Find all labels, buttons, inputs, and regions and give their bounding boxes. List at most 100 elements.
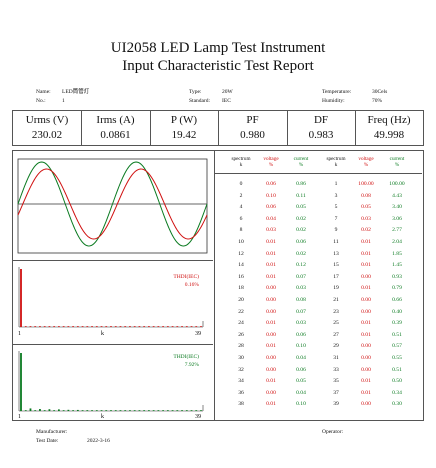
table-header-line-2: % — [298, 162, 304, 168]
table-cell: 0.00 — [361, 297, 371, 303]
table-cell: 17 — [333, 273, 339, 280]
harmonic-bar — [48, 409, 51, 411]
table-cell: 0.10 — [296, 401, 306, 408]
harmonic-bar — [100, 326, 103, 327]
table-cell: 0.01 — [266, 320, 276, 327]
harmonic-bar — [67, 326, 70, 327]
harmonic-bar — [181, 326, 183, 327]
harmonic-bar — [105, 410, 108, 411]
harmonic-bar — [20, 353, 22, 411]
table-cell: 0.01 — [361, 239, 371, 245]
harmonic-bar — [133, 410, 136, 411]
table-cell: 34 — [238, 378, 244, 385]
table-cell: 0.06 — [296, 366, 306, 373]
current-waveform — [17, 168, 208, 240]
measurement-value: 0.0861 — [100, 129, 131, 141]
table-cell: 0.00 — [266, 308, 276, 315]
harmonic-bar — [34, 326, 37, 327]
measurement-value: 19.42 — [171, 129, 197, 141]
harmonic-bar — [129, 410, 131, 411]
table-header: spectrum k — [322, 156, 350, 168]
table-cell: 0.57 — [392, 343, 402, 350]
report-title-line-1: UI2058 LED Lamp Test Instrument — [110, 40, 326, 56]
harmonic-bar — [110, 410, 112, 411]
table-cell: 30 — [238, 355, 244, 361]
table-cell: 13 — [333, 250, 339, 257]
harmonic-bar — [67, 409, 70, 411]
measurement-pf: PF 0.980 — [218, 111, 287, 145]
measurement-power: P (W) 19.42 — [150, 111, 218, 145]
harmonic-bar — [24, 326, 27, 327]
table-cell: 23 — [333, 308, 339, 315]
table-cell: 0.10 — [296, 343, 306, 350]
table-cell: 0.06 — [266, 181, 276, 187]
table-header-line-2: k — [334, 162, 338, 168]
test-date-value: 2022-3-16 — [87, 438, 110, 444]
table-cell: 0.03 — [361, 215, 371, 222]
table-cell: 37 — [333, 389, 339, 396]
table-header-line-1: voltage — [358, 156, 374, 162]
harmonic-bar — [190, 326, 193, 327]
table-cell: 14 — [238, 262, 244, 269]
name-label: Name: — [36, 89, 51, 95]
table-cell: 0.04 — [266, 215, 276, 222]
harmonic-bar — [162, 410, 165, 411]
harmonic-bar — [114, 410, 117, 411]
harmonic-bar — [138, 326, 141, 327]
table-header-line-1: spectrum — [231, 156, 251, 162]
harmonic-bar — [162, 326, 165, 327]
measurement-label: Urms (V) — [25, 114, 69, 126]
voltage-axis-mid: k — [101, 414, 104, 420]
harmonic-bar — [72, 410, 75, 411]
table-cell: 18 — [238, 285, 244, 292]
voltage-axis-start: 1 — [18, 414, 21, 420]
measurement-label: Irms (A) — [96, 114, 135, 126]
table-cell: 27 — [333, 331, 339, 338]
no-value: 1 — [62, 98, 65, 104]
table-cell: 100.00 — [358, 181, 374, 187]
harmonic-bar — [62, 410, 65, 411]
name-value: LED筒管灯 — [62, 89, 90, 95]
measurement-label: PF — [246, 114, 259, 126]
table-cell: 38 — [238, 401, 244, 408]
type-label: Type: — [189, 89, 202, 95]
harmonic-bar — [53, 410, 56, 411]
harmonic-bar — [81, 326, 84, 327]
table-cell: 0.12 — [296, 262, 306, 269]
table-header-line-1: current — [293, 156, 309, 162]
current-harmonics-chart: THDI(IEC) 0.16% 1 k 39 — [13, 267, 213, 345]
table-cell: 0.06 — [266, 204, 276, 211]
operator-label: Operator: — [322, 429, 344, 435]
table-cell: 2 — [239, 192, 243, 199]
table-cell: 0.03 — [266, 227, 276, 234]
harmonic-bar — [133, 326, 136, 327]
harmonic-bar — [29, 408, 32, 411]
table-cell: 0.02 — [296, 215, 306, 222]
table-header-line-2: % — [394, 162, 400, 168]
measurement-strip: Urms (V) 230.02 Irms (A) 0.0861 P (W) 19.42… — [12, 110, 424, 146]
table-cell: 0.02 — [296, 227, 306, 234]
table-cell: 0.01 — [361, 262, 371, 269]
table-cell: 0.00 — [361, 355, 371, 361]
voltage-waveform — [17, 161, 208, 247]
table-cell: 33 — [333, 366, 339, 373]
table-cell: 0.00 — [361, 401, 371, 408]
waveform-chart — [13, 158, 213, 261]
table-cell: 0.50 — [392, 378, 402, 385]
harmonic-bar — [200, 410, 202, 411]
table-header-line-2: % — [268, 162, 274, 168]
standard-value: IEC — [222, 98, 231, 104]
table-cell: 11 — [333, 239, 339, 245]
table-cell: 0.00 — [361, 273, 371, 280]
standard-label: Standard: — [189, 98, 211, 104]
table-cell: 0.03 — [296, 285, 306, 292]
harmonic-bar — [86, 326, 89, 327]
table-cell: 0.51 — [392, 331, 402, 338]
current-axis-mid: k — [101, 331, 104, 337]
table-cell: 0.07 — [296, 273, 306, 280]
table-cell: 12 — [238, 250, 244, 257]
voltage-thd-label: THDI(IEC) — [173, 353, 199, 360]
harmonic-bar — [48, 326, 51, 327]
harmonic-bar — [171, 410, 174, 411]
harmonic-bar — [143, 326, 146, 327]
